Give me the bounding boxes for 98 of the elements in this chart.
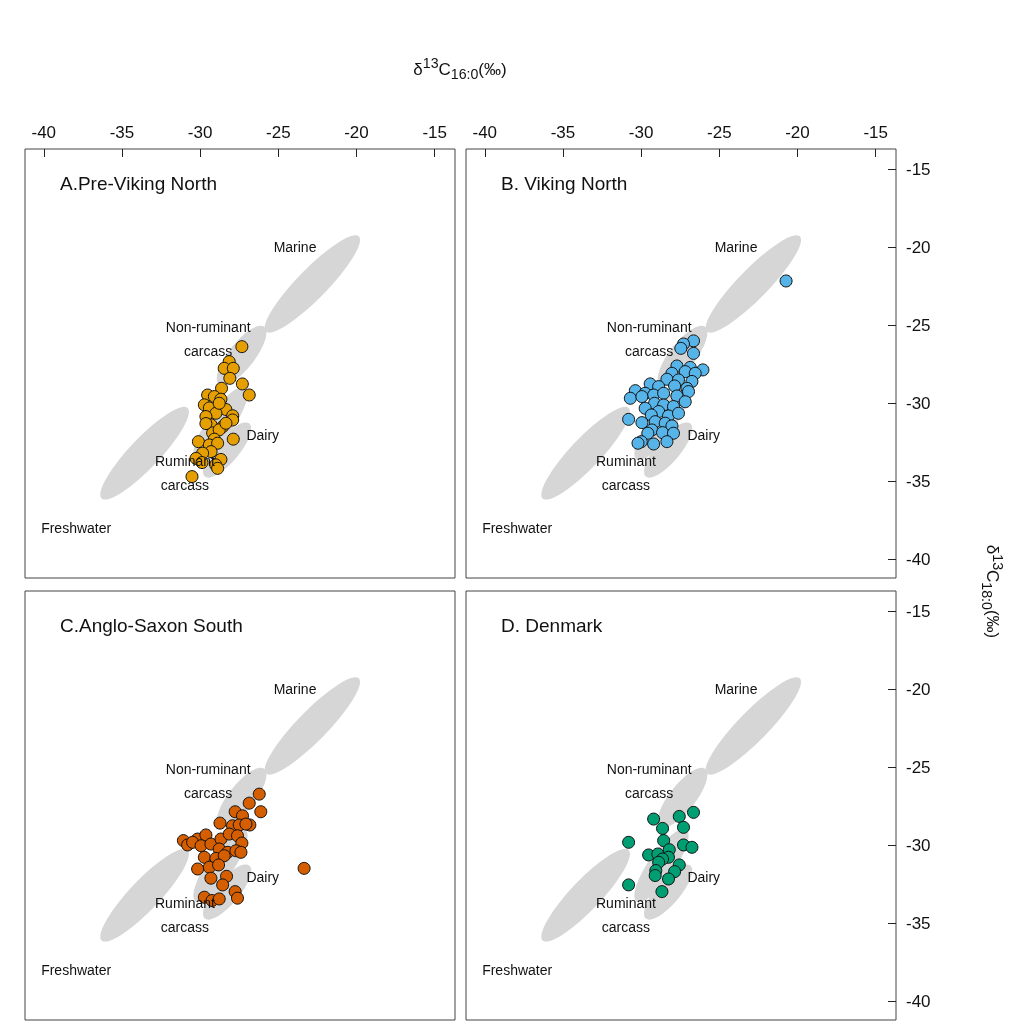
point	[217, 849, 231, 863]
point	[623, 391, 637, 405]
y-tick-label: -35	[906, 913, 931, 933]
point	[252, 787, 266, 801]
point	[779, 274, 793, 288]
text: C.Anglo-Saxon South	[60, 615, 243, 636]
x-tick-label: -25	[266, 123, 291, 142]
annotation: Non-ruminant carcass	[165, 319, 251, 360]
annotation: Marine	[273, 238, 317, 255]
x-tick-label: -20	[785, 123, 810, 142]
annotation: Marine	[714, 238, 758, 255]
x-tick-label: -25	[707, 123, 732, 142]
y-tick-label: -40	[906, 549, 931, 569]
annotation: Dairy	[246, 868, 280, 885]
point	[622, 878, 636, 892]
point	[242, 796, 256, 810]
x-axis-title: δ$^{13}$C$_{16:0}$(‰)	[413, 55, 507, 83]
point	[662, 872, 675, 886]
point	[682, 385, 696, 399]
x-tick-label: -40	[472, 123, 498, 142]
y-tick-label: -25	[906, 315, 931, 335]
y-tick-label: -30	[906, 835, 931, 855]
point	[647, 812, 661, 826]
annotation: Marine	[273, 680, 317, 697]
x-tick-label: -35	[109, 123, 135, 142]
point	[215, 381, 229, 395]
point	[191, 862, 205, 876]
annotation: Ruminant carcass	[596, 452, 657, 493]
point	[226, 432, 240, 446]
point	[254, 805, 268, 819]
y-tick-label: -25	[906, 757, 931, 777]
point	[231, 891, 244, 905]
point	[622, 412, 636, 426]
annotation: Ruminant carcass	[596, 894, 657, 935]
annotation: Dairy	[246, 426, 280, 443]
point	[234, 845, 248, 859]
point	[622, 835, 636, 849]
point	[191, 435, 205, 449]
x-tick-label: -20	[344, 123, 369, 142]
text: B. Viking North	[501, 173, 628, 194]
y-tick-label: -15	[906, 159, 931, 179]
point	[672, 809, 686, 823]
annotation: Freshwater	[41, 961, 112, 978]
x-tick-label: -30	[187, 123, 213, 142]
point	[212, 396, 226, 410]
y-tick-label: -15	[906, 601, 931, 621]
y-tick-label: -35	[906, 471, 931, 491]
point	[213, 816, 227, 830]
y-tick-label: -20	[906, 237, 931, 257]
x-tick-label: -40	[31, 123, 57, 142]
point	[239, 817, 253, 831]
point	[656, 821, 670, 835]
x-tick-label: -35	[550, 123, 576, 142]
point	[219, 416, 233, 430]
point	[687, 805, 701, 819]
point	[197, 850, 211, 864]
point	[242, 388, 256, 402]
point	[297, 861, 311, 875]
annotation: Non-ruminant carcass	[606, 761, 692, 802]
point	[235, 377, 249, 391]
annotation: Dairy	[687, 426, 721, 443]
point	[235, 340, 249, 354]
y-tick-label: -20	[906, 679, 931, 699]
point	[199, 417, 213, 431]
y-tick-label: -40	[906, 991, 931, 1011]
point	[667, 426, 680, 440]
text: A.Pre-Viking North	[60, 173, 217, 194]
point	[677, 820, 690, 834]
annotation: Non-ruminant carcass	[606, 319, 692, 360]
annotation: Marine	[714, 680, 758, 697]
point	[687, 334, 701, 348]
x-tick-label: -30	[628, 123, 654, 142]
point	[212, 858, 226, 872]
point	[672, 406, 685, 420]
point	[674, 341, 688, 355]
point	[226, 361, 240, 375]
point	[687, 346, 701, 360]
annotation: Non-ruminant carcass	[165, 761, 251, 802]
annotation: Dairy	[687, 868, 721, 885]
point	[648, 869, 662, 883]
point	[641, 426, 655, 440]
x-tick-label: -15	[863, 123, 888, 142]
point	[223, 371, 237, 385]
x-tick-label: -15	[422, 123, 447, 142]
text: D. Denmark	[501, 615, 603, 636]
y-tick-label: -30	[906, 393, 931, 413]
annotation: Freshwater	[482, 519, 553, 536]
point	[678, 395, 692, 409]
point	[204, 871, 218, 885]
point	[657, 386, 671, 400]
annotation: Freshwater	[482, 961, 553, 978]
point	[635, 390, 649, 404]
annotation: Freshwater	[41, 519, 112, 536]
point	[211, 436, 225, 450]
point	[647, 437, 661, 451]
point	[635, 416, 649, 430]
point	[660, 435, 674, 449]
point	[685, 840, 699, 854]
